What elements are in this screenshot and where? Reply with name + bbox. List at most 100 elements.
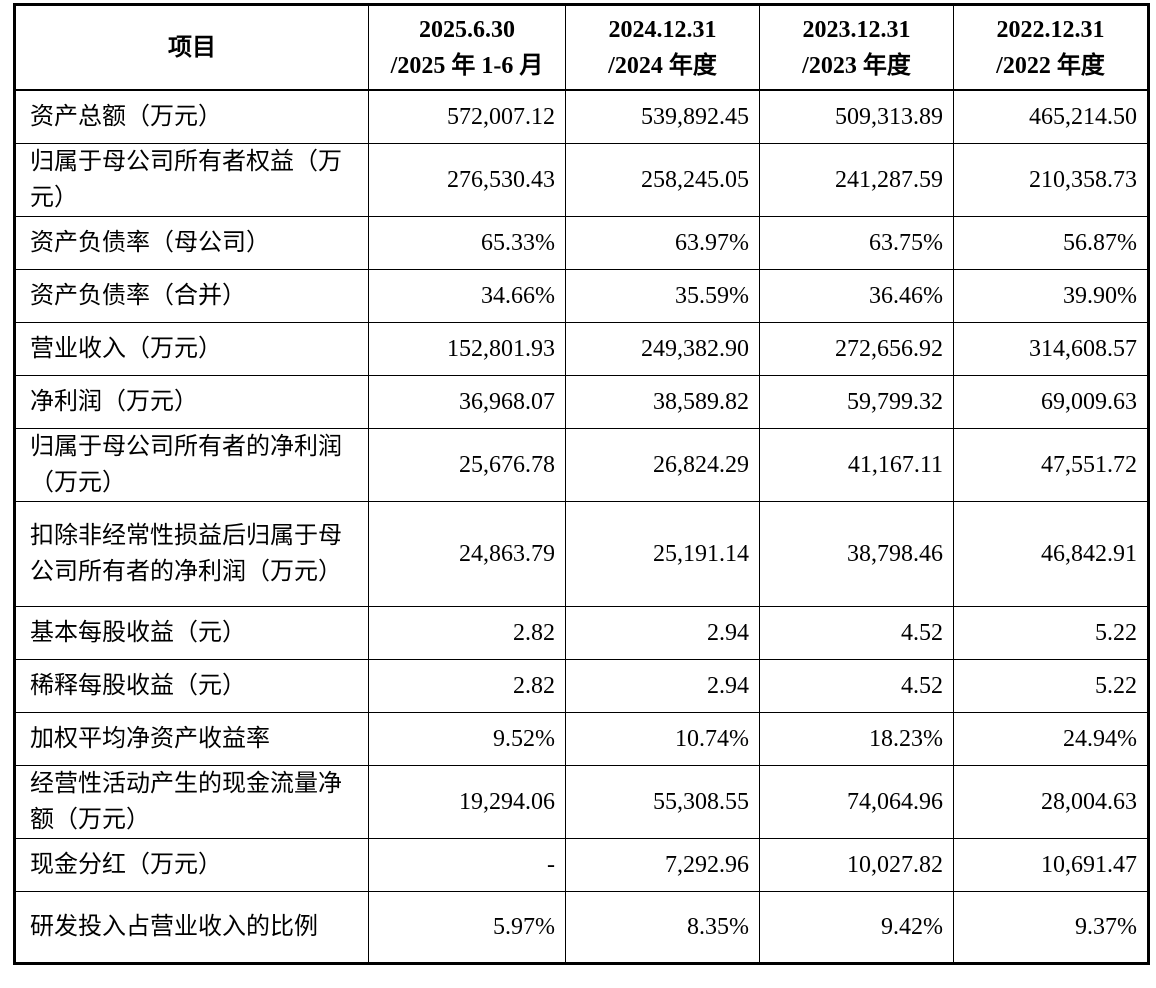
row-label: 归属于母公司所有者的净利润（万元） (14, 428, 369, 502)
cell-value: 272,656.92 (759, 322, 954, 376)
cell-value: 63.75% (759, 216, 954, 270)
header-item: 项目 (14, 4, 369, 91)
header-period-2025h1: 2025.6.30 /2025 年 1-6 月 (368, 4, 566, 91)
header-period: /2022 年度 (996, 52, 1105, 79)
cell-value: 38,589.82 (565, 375, 760, 429)
cell-value: 19,294.06 (368, 765, 566, 839)
cell-value: 74,064.96 (759, 765, 954, 839)
table-row: 经营性活动产生的现金流量净额（万元） 19,294.06 55,308.55 7… (14, 765, 1149, 839)
table-row: 加权平均净资产收益率 9.52% 10.74% 18.23% 24.94% (14, 712, 1149, 766)
cell-value: 249,382.90 (565, 322, 760, 376)
cell-value: 41,167.11 (759, 428, 954, 502)
cell-value: 36,968.07 (368, 375, 566, 429)
cell-value: 35.59% (565, 269, 760, 323)
header-date: 2024.12.31 (608, 16, 717, 43)
table-row: 稀释每股收益（元） 2.82 2.94 4.52 5.22 (14, 659, 1149, 713)
cell-value: 5.22 (953, 606, 1149, 660)
header-date: 2023.12.31 (802, 16, 911, 43)
table-row: 资产总额（万元） 572,007.12 539,892.45 509,313.8… (14, 89, 1149, 144)
cell-value: 152,801.93 (368, 322, 566, 376)
row-label: 扣除非经常性损益后归属于母公司所有者的净利润（万元） (14, 501, 369, 607)
cell-value: 24.94% (953, 712, 1149, 766)
header-date: 2022.12.31 (996, 16, 1105, 43)
cell-value: 69,009.63 (953, 375, 1149, 429)
table-row: 研发投入占营业收入的比例 5.97% 8.35% 9.42% 9.37% (14, 891, 1149, 964)
cell-value: 539,892.45 (565, 89, 760, 144)
row-label: 研发投入占营业收入的比例 (14, 891, 369, 964)
cell-value: 210,358.73 (953, 143, 1149, 217)
cell-value: 56.87% (953, 216, 1149, 270)
cell-value: 36.46% (759, 269, 954, 323)
cell-value: 25,676.78 (368, 428, 566, 502)
cell-value: 5.97% (368, 891, 566, 964)
header-period: /2023 年度 (802, 52, 911, 79)
cell-value: 9.52% (368, 712, 566, 766)
table-row: 归属于母公司所有者权益（万元） 276,530.43 258,245.05 24… (14, 143, 1149, 217)
cell-value: 258,245.05 (565, 143, 760, 217)
financial-summary-table: 项目 2025.6.30 /2025 年 1-6 月 2024.12.31 /2… (13, 3, 1150, 965)
cell-value: 10.74% (565, 712, 760, 766)
cell-value: 9.37% (953, 891, 1149, 964)
cell-value: 7,292.96 (565, 838, 760, 892)
cell-value: 28,004.63 (953, 765, 1149, 839)
row-label: 基本每股收益（元） (14, 606, 369, 660)
cell-value: 46,842.91 (953, 501, 1149, 607)
cell-value: 25,191.14 (565, 501, 760, 607)
table-row: 扣除非经常性损益后归属于母公司所有者的净利润（万元） 24,863.79 25,… (14, 501, 1149, 607)
cell-value: 39.90% (953, 269, 1149, 323)
header-period-2023: 2023.12.31 /2023 年度 (759, 4, 954, 91)
header-date: 2025.6.30 (419, 16, 515, 43)
cell-value: 65.33% (368, 216, 566, 270)
header-item-label: 项目 (168, 34, 216, 61)
header-period-2024: 2024.12.31 /2024 年度 (565, 4, 760, 91)
table-row: 归属于母公司所有者的净利润（万元） 25,676.78 26,824.29 41… (14, 428, 1149, 502)
table-row: 营业收入（万元） 152,801.93 249,382.90 272,656.9… (14, 322, 1149, 376)
row-label: 资产总额（万元） (14, 89, 369, 144)
cell-value: 2.82 (368, 659, 566, 713)
cell-value: 2.94 (565, 659, 760, 713)
row-label: 资产负债率（母公司） (14, 216, 369, 270)
cell-value: 34.66% (368, 269, 566, 323)
cell-value: 276,530.43 (368, 143, 566, 217)
header-row: 项目 2025.6.30 /2025 年 1-6 月 2024.12.31 /2… (14, 4, 1149, 91)
row-label: 经营性活动产生的现金流量净额（万元） (14, 765, 369, 839)
cell-value: 509,313.89 (759, 89, 954, 144)
cell-value: 24,863.79 (368, 501, 566, 607)
header-period: /2024 年度 (608, 52, 717, 79)
row-label: 资产负债率（合并） (14, 269, 369, 323)
cell-value: 38,798.46 (759, 501, 954, 607)
cell-value: 47,551.72 (953, 428, 1149, 502)
cell-value: 5.22 (953, 659, 1149, 713)
cell-value: 63.97% (565, 216, 760, 270)
table-row: 净利润（万元） 36,968.07 38,589.82 59,799.32 69… (14, 375, 1149, 429)
cell-value: 2.82 (368, 606, 566, 660)
financial-table-container: 项目 2025.6.30 /2025 年 1-6 月 2024.12.31 /2… (13, 3, 1150, 965)
cell-value: 4.52 (759, 659, 954, 713)
header-period: /2025 年 1-6 月 (390, 52, 544, 79)
cell-value: 59,799.32 (759, 375, 954, 429)
cell-value: 572,007.12 (368, 89, 566, 144)
row-label: 现金分红（万元） (14, 838, 369, 892)
table-row: 基本每股收益（元） 2.82 2.94 4.52 5.22 (14, 606, 1149, 660)
row-label: 加权平均净资产收益率 (14, 712, 369, 766)
table-row: 资产负债率（母公司） 65.33% 63.97% 63.75% 56.87% (14, 216, 1149, 270)
cell-value: 9.42% (759, 891, 954, 964)
cell-value: 10,027.82 (759, 838, 954, 892)
table-row: 资产负债率（合并） 34.66% 35.59% 36.46% 39.90% (14, 269, 1149, 323)
cell-value: 55,308.55 (565, 765, 760, 839)
cell-value: 10,691.47 (953, 838, 1149, 892)
cell-value: 4.52 (759, 606, 954, 660)
table-row: 现金分红（万元） - 7,292.96 10,027.82 10,691.47 (14, 838, 1149, 892)
cell-value: 314,608.57 (953, 322, 1149, 376)
row-label: 稀释每股收益（元） (14, 659, 369, 713)
cell-value: 2.94 (565, 606, 760, 660)
row-label: 净利润（万元） (14, 375, 369, 429)
cell-value: 465,214.50 (953, 89, 1149, 144)
cell-value: 241,287.59 (759, 143, 954, 217)
cell-value: 18.23% (759, 712, 954, 766)
cell-value: 8.35% (565, 891, 760, 964)
header-period-2022: 2022.12.31 /2022 年度 (953, 4, 1149, 91)
row-label: 归属于母公司所有者权益（万元） (14, 143, 369, 217)
cell-value: 26,824.29 (565, 428, 760, 502)
row-label: 营业收入（万元） (14, 322, 369, 376)
